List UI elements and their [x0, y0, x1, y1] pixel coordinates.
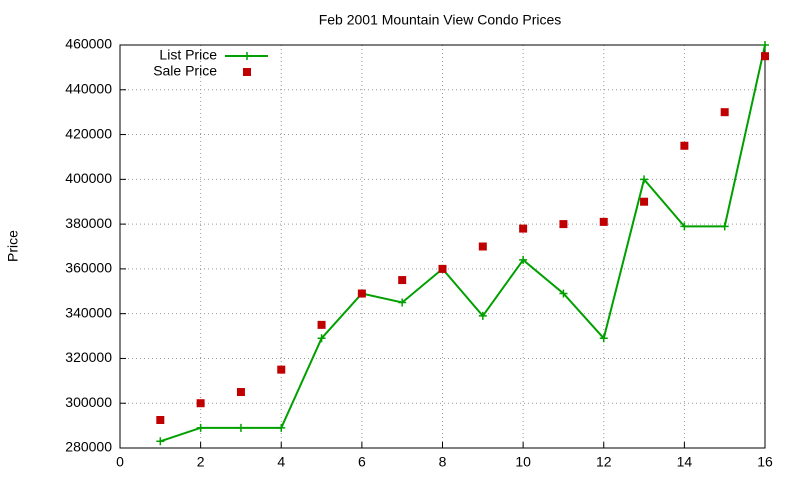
- x-tick-label: 16: [757, 454, 773, 470]
- point: [317, 320, 326, 329]
- point: [519, 224, 528, 233]
- y-tick-label: 340000: [65, 304, 112, 320]
- point: [478, 242, 487, 251]
- y-tick-label: 360000: [65, 260, 112, 276]
- point: [236, 388, 245, 397]
- legend-label: Sale Price: [153, 63, 217, 79]
- y-tick-label: 460000: [65, 36, 112, 52]
- point-marker: [478, 311, 487, 320]
- y-axis-label: Price: [5, 230, 21, 262]
- series-line: [159, 44, 766, 443]
- point-marker: [680, 222, 689, 231]
- point-marker: [599, 334, 608, 343]
- chart-title: Feb 2001 Mountain View Condo Prices: [319, 12, 562, 28]
- x-tick-label: 4: [277, 454, 285, 470]
- point: [277, 365, 286, 374]
- x-tick-label: 8: [439, 454, 447, 470]
- point: [761, 52, 769, 61]
- point-marker: [156, 437, 165, 446]
- point-marker: [317, 334, 326, 343]
- y-tick-label: 420000: [65, 125, 112, 141]
- legend-swatch: [243, 68, 251, 76]
- y-tick-label: 380000: [65, 215, 112, 231]
- point-marker: [277, 423, 286, 432]
- point: [196, 399, 205, 408]
- point-marker: [519, 255, 528, 264]
- y-tick-label: 400000: [65, 170, 112, 186]
- point: [680, 141, 689, 150]
- point: [438, 264, 447, 273]
- point: [599, 217, 608, 226]
- point: [398, 276, 407, 285]
- plot-frame: [119, 44, 766, 449]
- y-tick-label: 280000: [65, 439, 112, 455]
- y-tick-label: 320000: [65, 349, 112, 365]
- x-tick-label: 2: [197, 454, 205, 470]
- point-marker: [236, 423, 245, 432]
- legend-label: List Price: [159, 47, 217, 63]
- legend-marker: [243, 52, 251, 60]
- x-tick-label: 12: [596, 454, 612, 470]
- point: [357, 289, 366, 298]
- point: [156, 416, 165, 425]
- point: [559, 220, 568, 229]
- y-tick-label: 300000: [65, 394, 112, 410]
- point-marker: [761, 41, 769, 49]
- point: [720, 108, 729, 117]
- point-marker: [559, 289, 568, 298]
- x-tick-label: 14: [677, 454, 693, 470]
- point-marker: [720, 222, 729, 231]
- x-tick-label: 0: [116, 454, 124, 470]
- point: [640, 197, 649, 206]
- x-tick-label: 10: [515, 454, 531, 470]
- point-marker: [196, 423, 205, 432]
- point-marker: [398, 298, 407, 307]
- point-marker: [640, 175, 649, 184]
- y-tick-label: 440000: [65, 80, 112, 96]
- x-tick-label: 6: [358, 454, 366, 470]
